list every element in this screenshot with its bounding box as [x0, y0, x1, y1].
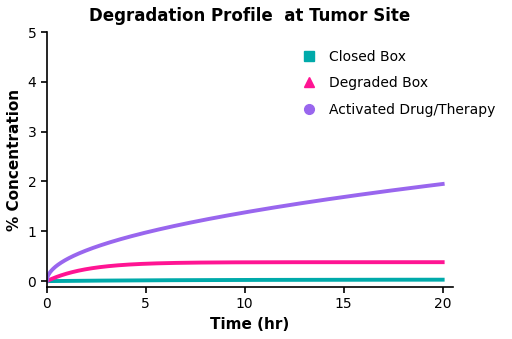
X-axis label: Time (hr): Time (hr): [210, 317, 289, 332]
Title: Degradation Profile  at Tumor Site: Degradation Profile at Tumor Site: [89, 7, 410, 25]
Legend: Closed Box, Degraded Box, Activated Drug/Therapy: Closed Box, Degraded Box, Activated Drug…: [289, 44, 501, 122]
Y-axis label: % Concentration: % Concentration: [7, 88, 22, 231]
